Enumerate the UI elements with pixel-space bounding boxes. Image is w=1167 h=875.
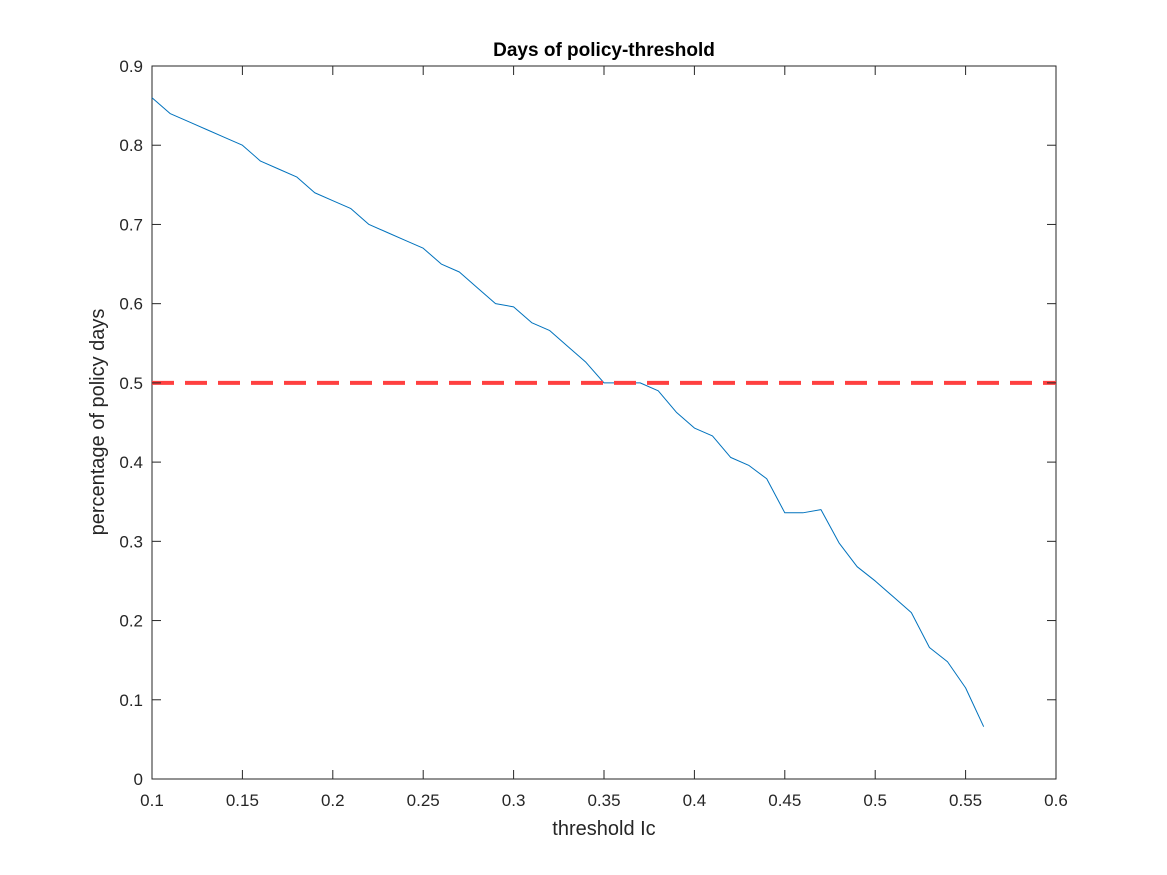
x-tick-label: 0.15: [226, 791, 259, 810]
y-tick-label: 0.2: [119, 612, 143, 631]
label-layer: 0.1 0.15 0.2 0.25 0.3 0.35 0.4 0.45 0.5 0.55 0.6 0 0…: [119, 57, 1067, 810]
y-tick-label: 0.5: [119, 374, 143, 393]
series-layer: [151, 97, 1056, 727]
y-tick-label: 0.1: [119, 691, 143, 710]
x-axis-label: threshold Ic: [552, 818, 655, 840]
x-tick-label: 0.2: [321, 791, 345, 810]
x-tick-label: 0.55: [949, 791, 982, 810]
y-tick-label: 0.3: [119, 532, 143, 551]
y-tick-label: 0.6: [119, 295, 143, 314]
y-tick-label: 0.4: [119, 453, 143, 472]
x-tick-label: 0.25: [407, 791, 440, 810]
y-tick-label: 0.9: [119, 57, 143, 76]
data-line-series: [151, 97, 985, 727]
chart-title: Days of policy-threshold: [493, 40, 715, 61]
plot-area: [151, 65, 1057, 780]
x-tick-label: 0.1: [140, 791, 164, 810]
x-tick-label: 0.6: [1044, 791, 1068, 810]
x-tick-label: 0.35: [587, 791, 620, 810]
x-tick-label: 0.3: [502, 791, 526, 810]
y-axis-label: percentage of policy days: [87, 309, 109, 536]
tick-layer: [151, 65, 1057, 780]
y-tick-label: 0.7: [119, 215, 143, 234]
y-tick-label: 0.8: [119, 136, 143, 155]
x-tick-label: 0.5: [863, 791, 887, 810]
x-tick-label: 0.4: [683, 791, 707, 810]
y-tick-label: 0: [134, 770, 143, 789]
x-tick-label: 0.45: [768, 791, 801, 810]
